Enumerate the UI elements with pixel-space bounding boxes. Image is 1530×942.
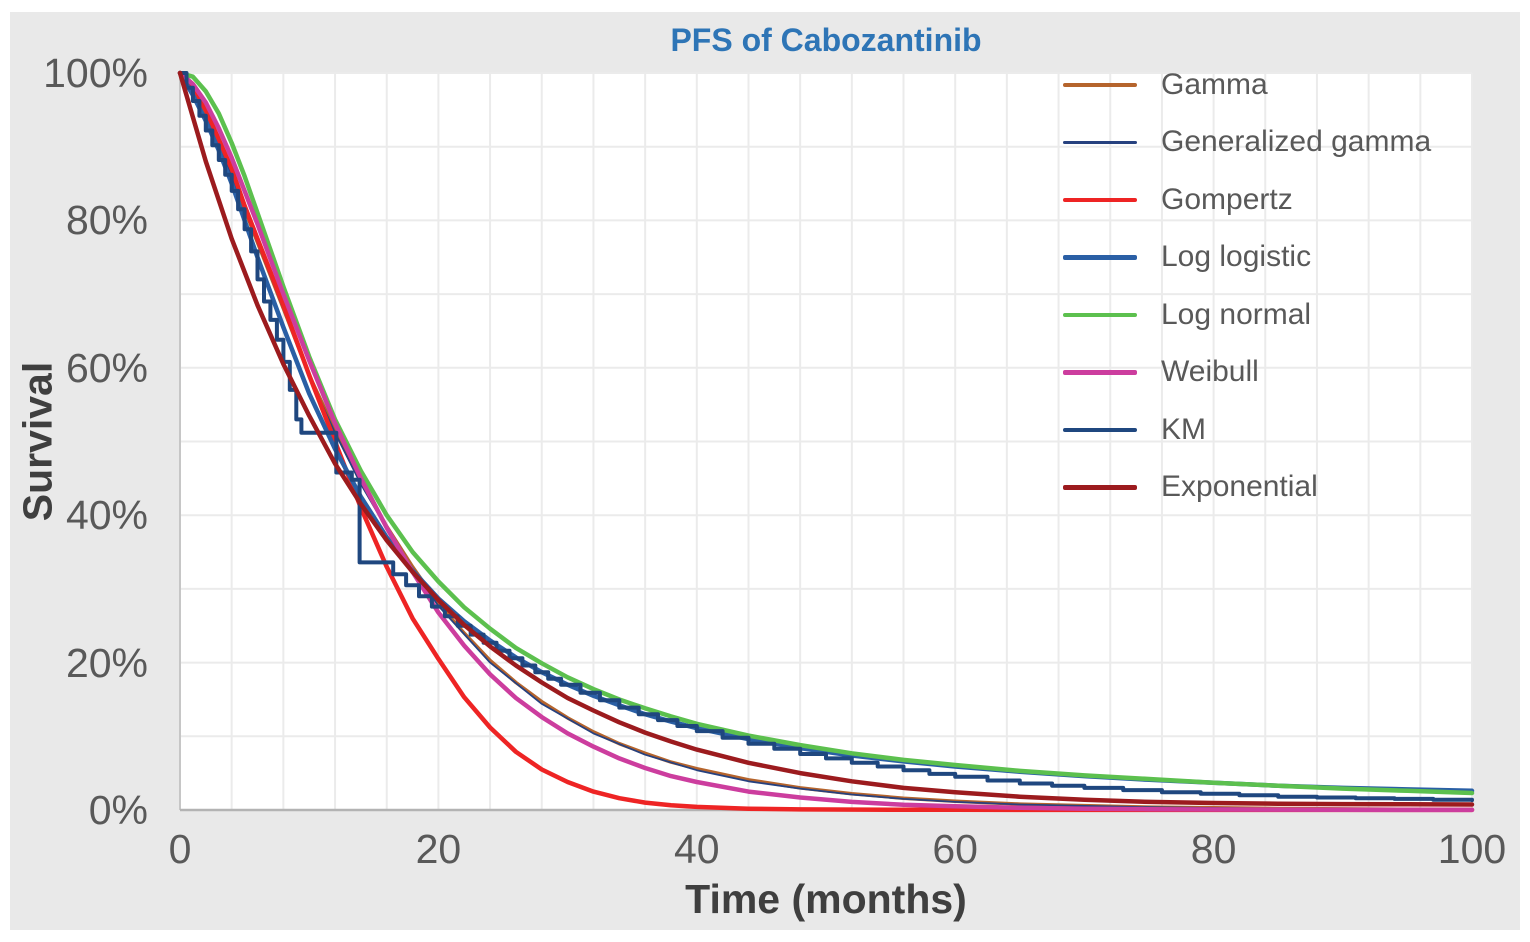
legend-label: Gamma <box>1161 67 1268 101</box>
x-tick-label: 0 <box>168 826 192 872</box>
legend: Gamma Generalized gamma Gompertz Log logist… <box>1063 56 1431 516</box>
y-tick-label: 100% <box>43 50 148 96</box>
y-axis-title: Survival <box>14 361 61 522</box>
legend-item-weibull: Weibull <box>1063 344 1431 402</box>
series-weibull <box>177 70 1475 813</box>
legend-line-generalized-gamma <box>1063 141 1137 144</box>
legend-line-weibull <box>1063 370 1137 375</box>
legend-label: Log logistic <box>1161 240 1312 274</box>
legend-line-gamma <box>1063 83 1137 87</box>
series-exponential <box>177 70 1475 807</box>
y-tick-label: 0% <box>88 787 148 833</box>
legend-item-log-logistic: Log logistic <box>1063 229 1431 287</box>
chart-title: PFS of Cabozantinib <box>670 22 982 58</box>
series-km <box>178 71 1474 803</box>
x-tick-label: 80 <box>1190 826 1237 872</box>
x-tick-label: 20 <box>415 826 462 872</box>
legend-line-km <box>1063 427 1137 432</box>
legend-line-gompertz <box>1063 197 1137 202</box>
legend-line-log-logistic <box>1063 255 1137 260</box>
y-tick-label: 40% <box>65 492 148 539</box>
x-tick-label: 40 <box>673 826 720 872</box>
legend-item-gamma: Gamma <box>1063 56 1431 114</box>
y-tick-label: 80% <box>65 197 148 244</box>
y-tick-label: 60% <box>65 344 148 391</box>
legend-item-log-normal: Log normal <box>1063 286 1431 344</box>
x-tick-label: 100 <box>1437 826 1507 872</box>
legend-item-km: KM <box>1063 401 1431 459</box>
legend-item-exponential: Exponential <box>1063 459 1431 517</box>
legend-label: Gompertz <box>1161 182 1293 216</box>
series-log-normal <box>177 70 1475 796</box>
legend-item-generalized-gamma: Generalized gamma <box>1063 114 1431 172</box>
legend-item-gompertz: Gompertz <box>1063 171 1431 229</box>
x-axis-title: Time (months) <box>685 876 967 922</box>
x-tick-label: 60 <box>932 826 978 872</box>
y-tick-label: 20% <box>65 639 148 686</box>
legend-label: Generalized gamma <box>1161 125 1432 159</box>
legend-line-exponential <box>1063 485 1137 490</box>
legend-line-log-normal <box>1063 312 1137 317</box>
legend-label: KM <box>1161 412 1206 446</box>
series-gompertz <box>177 70 1475 813</box>
legend-label: Weibull <box>1161 355 1259 389</box>
legend-label: Log normal <box>1161 297 1312 331</box>
legend-label: Exponential <box>1161 470 1318 504</box>
